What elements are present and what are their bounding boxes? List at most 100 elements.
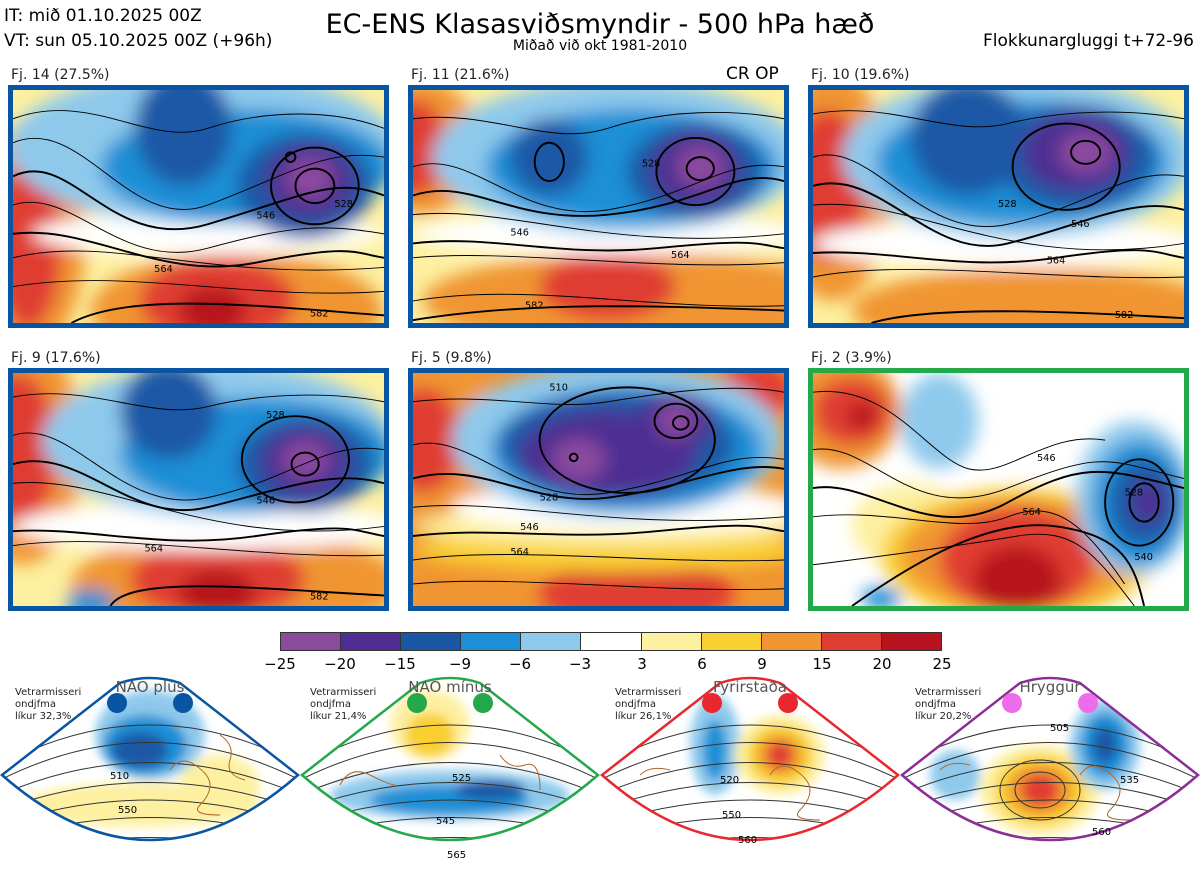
regime-dot	[1002, 693, 1022, 713]
contour-label: 564	[144, 543, 163, 554]
regime-dot	[473, 693, 493, 713]
regime-info: Vetrarmisseri ondjfma líkur 32,3%	[15, 687, 81, 723]
contour-label: 546	[256, 495, 275, 506]
regime-method: ondjfma	[615, 699, 656, 710]
contour-label: 546	[520, 522, 539, 533]
height-anomaly-map: 528 546 564 582	[13, 90, 384, 323]
colorbar-tick: −9	[448, 655, 472, 673]
cluster-map-fj11: 528 546 564 582	[408, 85, 789, 328]
colorbar-segment	[581, 633, 642, 650]
regime-name: Hryggur	[1019, 678, 1081, 696]
colorbar-tick: 25	[932, 655, 952, 673]
regime-map: 520 550 560	[600, 676, 900, 846]
height-anomaly-map: 546 564 528 540	[813, 373, 1184, 606]
contour-label: 564	[154, 264, 173, 275]
colorbar-tick: 15	[812, 655, 832, 673]
contour-label: 510	[110, 771, 129, 782]
contour-label: 528	[334, 199, 353, 210]
regime-season: Vetrarmisseri	[15, 687, 82, 698]
regime-method: ondjfma	[915, 699, 956, 710]
colorbar-segment	[341, 633, 402, 650]
regime-ridge: 505 535 560 Hryggur Vetrarmisseri ondjfm…	[900, 675, 1200, 871]
colorbar-segment	[521, 633, 582, 650]
contour-label: 505	[1050, 723, 1069, 734]
colorbar-segment	[821, 633, 882, 650]
contour-label: 528	[642, 159, 661, 170]
contour-label: 510	[549, 382, 568, 393]
regime-probability: líkur 26,1%	[615, 711, 672, 722]
contour-label: 564	[510, 547, 529, 558]
cluster-label: Fj. 10 (19.6%)	[811, 67, 910, 83]
contour-label: 540	[1134, 552, 1153, 563]
cluster-map-fj9: 528 546 564 582	[8, 368, 389, 611]
regime-info: Vetrarmisseri ondjfma líkur 26,1%	[615, 687, 681, 723]
regime-nao-plus: 510 550 NAO plús Vetrarmisseri ondjfma l…	[0, 675, 300, 871]
contour-label: 546	[1037, 453, 1056, 464]
contour-label: 535	[1120, 775, 1139, 786]
height-anomaly-map: 510 528 546 564	[413, 373, 784, 606]
contour-label: 546	[510, 228, 529, 239]
contour-label: 520	[720, 775, 739, 786]
cluster-map-fj2: 546 564 528 540	[808, 368, 1189, 611]
page-subtitle: Miðað við okt 1981-2010	[512, 38, 688, 54]
contour-label: 528	[998, 199, 1017, 210]
regime-dot	[778, 693, 798, 713]
cluster-map-fj10: 528 546 564 582	[808, 85, 1189, 328]
contour-label: 560	[738, 835, 757, 846]
cluster-map-fj14: 528 546 564 582	[8, 85, 389, 328]
regime-season: Vetrarmisseri	[915, 687, 982, 698]
regime-probability: líkur 21,4%	[310, 711, 367, 722]
regime-method: ondjfma	[15, 699, 56, 710]
contour-label: 564	[1022, 507, 1041, 518]
contour-label: 582	[310, 591, 329, 602]
contour-label: 560	[1092, 827, 1111, 838]
regime-dot	[1078, 693, 1098, 713]
contour-label: 528	[266, 410, 285, 421]
regime-method: ondjfma	[310, 699, 351, 710]
colorbar-tick: −3	[568, 655, 592, 673]
cluster-label: Fj. 11 (21.6%)	[411, 67, 510, 83]
contour-label: 564	[1047, 256, 1066, 267]
anomaly-colorbar	[280, 632, 942, 651]
cluster-label: Fj. 5 (9.8%)	[411, 350, 492, 366]
contour-label: 582	[310, 308, 329, 319]
contour-label: 546	[256, 211, 275, 222]
colorbar-segment	[641, 633, 702, 650]
colorbar-tick: −15	[384, 655, 416, 673]
colorbar-tick: 9	[757, 655, 767, 673]
cluster-label: Fj. 2 (3.9%)	[811, 350, 892, 366]
control-run-marker: CR OP	[726, 64, 779, 84]
contour-label: 564	[671, 250, 690, 261]
cluster-map-fj5: 510 528 546 564	[408, 368, 789, 611]
cluster-label: Fj. 14 (27.5%)	[11, 67, 110, 83]
height-anomaly-map: 528 546 564 582	[413, 90, 784, 323]
colorbar-tick: −6	[508, 655, 532, 673]
colorbar-segment	[701, 633, 762, 650]
page-title: EC-ENS Klasasviðsmyndir - 500 hPa hæð	[325, 9, 875, 40]
colorbar-segment	[461, 633, 522, 650]
regime-dot	[702, 693, 722, 713]
regime-name: Fyrirstaða	[713, 678, 787, 696]
regime-blocking: 520 550 560 Fyrirstaða Vetrarmisseri ond…	[600, 675, 900, 871]
contour-label: 550	[118, 805, 137, 816]
cluster-label: Fj. 9 (17.6%)	[11, 350, 101, 366]
regime-info: Vetrarmisseri ondjfma líkur 20,2%	[915, 687, 981, 723]
contour-label: 565	[447, 850, 466, 861]
classification-window: Flokkunargluggi t+72-96	[982, 31, 1194, 51]
contour-label: 525	[452, 773, 471, 784]
contour-label: 582	[525, 301, 544, 312]
colorbar-tick: 6	[697, 655, 707, 673]
regime-season: Vetrarmisseri	[310, 687, 377, 698]
height-anomaly-map: 528 546 564 582	[813, 90, 1184, 323]
regime-dot	[107, 693, 127, 713]
colorbar-tick: 3	[637, 655, 647, 673]
contour-label: 545	[436, 816, 455, 827]
colorbar-tick: 20	[872, 655, 892, 673]
contour-label: 528	[1125, 488, 1144, 499]
contour-label: 550	[722, 810, 741, 821]
regime-probability: líkur 20,2%	[915, 711, 972, 722]
colorbar-tick: −20	[324, 655, 356, 673]
contour-label: 582	[1115, 310, 1134, 321]
regime-name: NAO mínus	[408, 678, 492, 696]
regime-season: Vetrarmisseri	[615, 687, 682, 698]
